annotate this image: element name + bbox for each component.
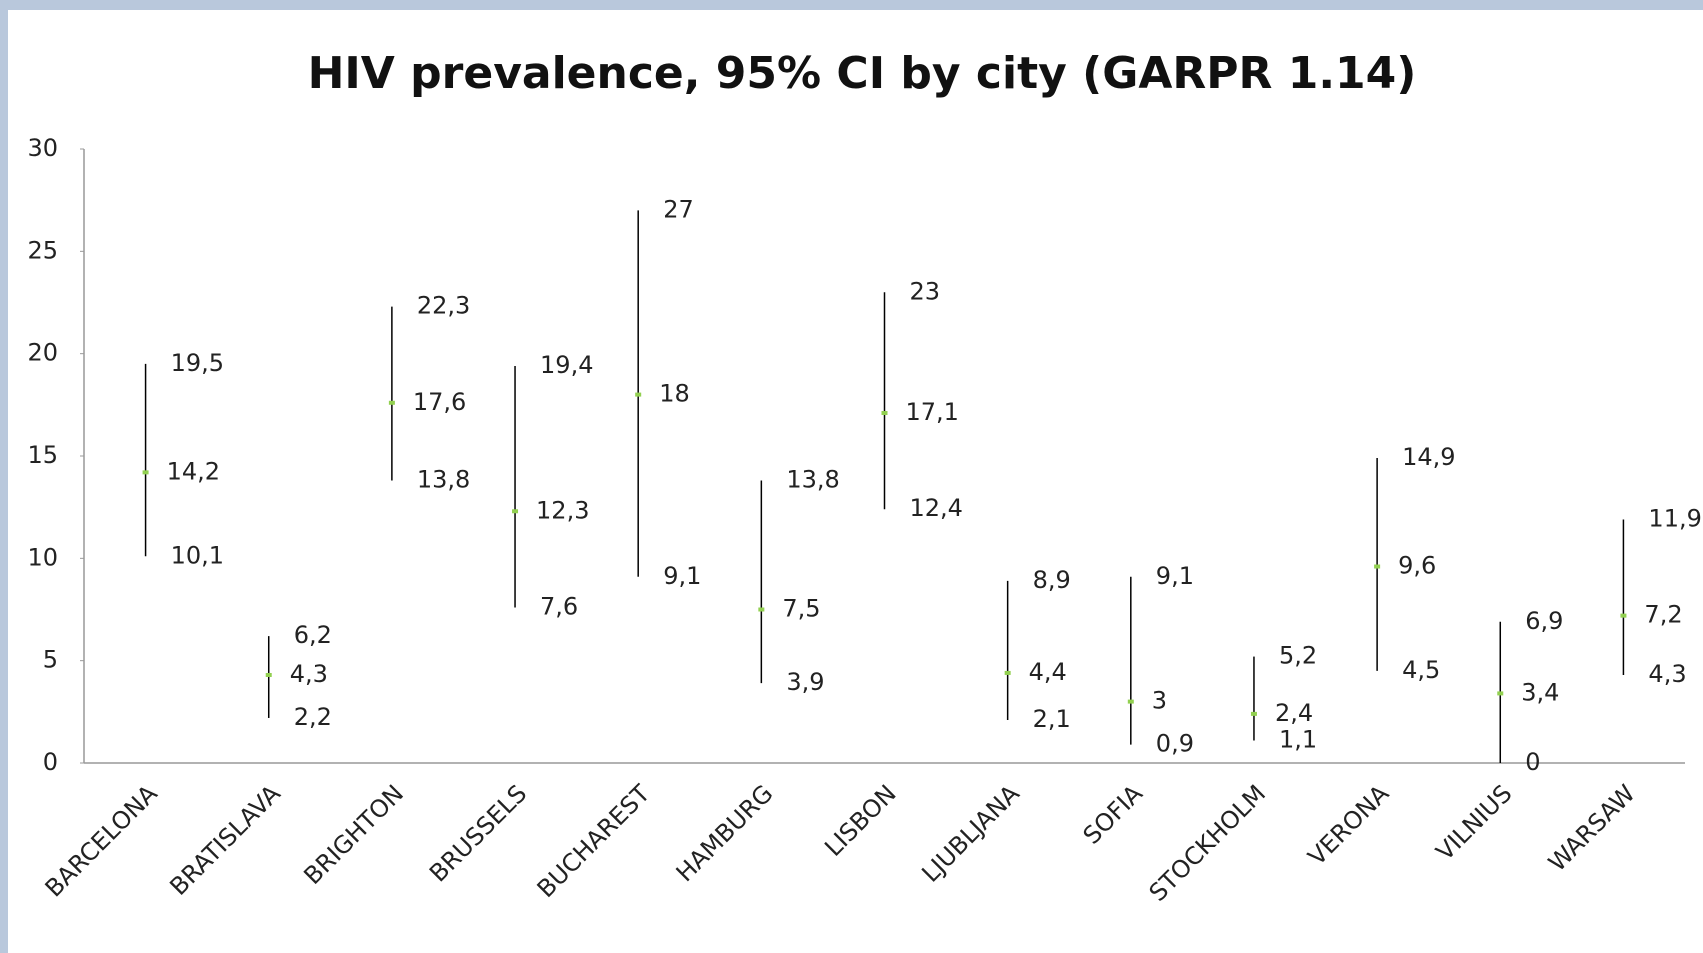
y-tick-label: 30 <box>27 134 58 162</box>
lower-label: 2,1 <box>1033 705 1071 733</box>
lower-label: 3,9 <box>786 668 824 696</box>
upper-label: 8,9 <box>1033 566 1071 594</box>
y-tick-label: 0 <box>43 748 58 776</box>
lower-label: 12,4 <box>910 494 963 522</box>
estimate-label: 12,3 <box>536 496 589 524</box>
upper-label: 11,9 <box>1648 504 1701 532</box>
upper-label: 23 <box>910 277 941 305</box>
upper-label: 22,3 <box>417 292 470 320</box>
upper-label: 19,5 <box>171 349 224 377</box>
estimate-label: 4,3 <box>290 660 328 688</box>
frame-left <box>0 0 8 953</box>
y-tick-label: 25 <box>27 236 58 264</box>
upper-label: 5,2 <box>1279 642 1317 670</box>
chart-title: HIV prevalence, 95% CI by city (GARPR 1.… <box>308 48 1417 99</box>
estimate-label: 7,2 <box>1644 601 1682 629</box>
estimate-marker <box>1250 711 1257 716</box>
lower-label: 0 <box>1525 748 1540 776</box>
estimate-marker <box>881 411 888 416</box>
upper-label: 27 <box>663 195 694 223</box>
estimate-marker <box>1127 699 1134 704</box>
estimate-label: 7,5 <box>782 595 820 623</box>
estimate-label: 9,6 <box>1398 552 1436 580</box>
lower-label: 9,1 <box>663 562 701 590</box>
estimate-marker <box>265 672 272 677</box>
estimate-marker <box>1620 613 1627 618</box>
estimate-label: 3,4 <box>1521 678 1559 706</box>
frame-top <box>0 0 1703 10</box>
y-tick-label: 5 <box>43 646 58 674</box>
lower-label: 13,8 <box>417 466 470 494</box>
lower-label: 1,1 <box>1279 725 1317 753</box>
estimate-label: 2,4 <box>1275 699 1313 727</box>
upper-label: 9,1 <box>1156 562 1194 590</box>
estimate-label: 3 <box>1152 687 1167 715</box>
estimate-marker <box>1004 670 1011 675</box>
estimate-label: 18 <box>659 380 690 408</box>
lower-label: 0,9 <box>1156 730 1194 758</box>
estimate-marker <box>512 509 519 514</box>
estimate-marker <box>635 392 642 397</box>
estimate-marker <box>758 607 765 612</box>
lower-label: 4,3 <box>1648 660 1686 688</box>
upper-label: 6,2 <box>294 621 332 649</box>
estimate-label: 4,4 <box>1029 658 1067 686</box>
lower-label: 4,5 <box>1402 656 1440 684</box>
lower-label: 10,1 <box>171 541 224 569</box>
estimate-marker <box>1497 691 1504 696</box>
estimate-marker <box>388 400 395 405</box>
upper-label: 19,4 <box>540 351 593 379</box>
estimate-label: 17,1 <box>906 398 959 426</box>
estimate-marker <box>142 470 149 475</box>
estimate-label: 14,2 <box>167 457 220 485</box>
y-tick-label: 20 <box>27 339 58 367</box>
y-tick-label: 15 <box>27 441 58 469</box>
lower-label: 7,6 <box>540 592 578 620</box>
lower-label: 2,2 <box>294 703 332 731</box>
upper-label: 13,8 <box>786 466 839 494</box>
upper-label: 14,9 <box>1402 443 1455 471</box>
estimate-label: 17,6 <box>413 388 466 416</box>
y-tick-label: 10 <box>27 543 58 571</box>
upper-label: 6,9 <box>1525 607 1563 635</box>
estimate-marker <box>1374 564 1381 569</box>
